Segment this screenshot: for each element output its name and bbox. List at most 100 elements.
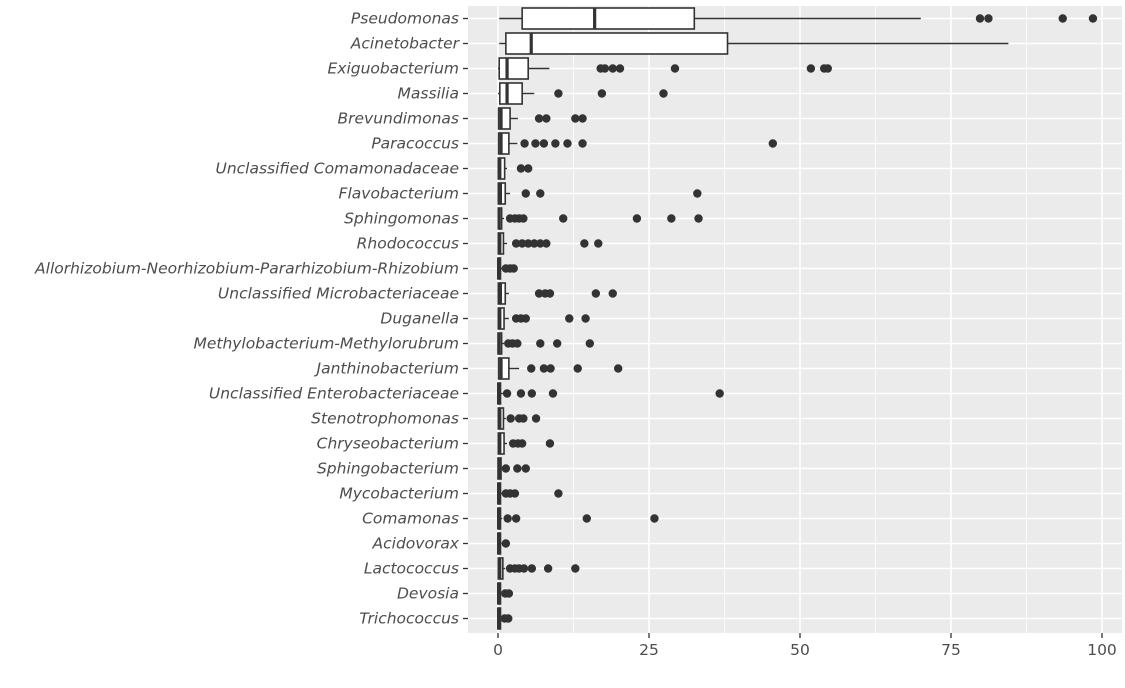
- y-tick-label: Flavobacterium: [339, 185, 459, 203]
- y-tick-label: Exiguobacterium: [328, 60, 460, 78]
- y-tick-label: Allorhizobium-Neorhizobium-Pararhizobium…: [34, 260, 459, 278]
- y-tick-label: Sphingomonas: [344, 210, 459, 228]
- outlier-point: [975, 14, 985, 23]
- box-acinetobacter: [499, 32, 1009, 55]
- outlier-point: [984, 14, 993, 23]
- outlier-point: [517, 239, 527, 248]
- outlier-point: [578, 114, 587, 123]
- outlier-point: [509, 264, 518, 273]
- box-stenotrophomonas: [497, 407, 541, 430]
- outlier-point: [516, 389, 526, 398]
- x-axis: 0 25 50 75 100: [493, 633, 1117, 659]
- y-tick-label: Rhodococcus: [357, 235, 459, 253]
- outlier-point: [530, 239, 539, 248]
- outlier-point: [573, 364, 582, 373]
- outlier-point: [527, 564, 537, 573]
- box-series: [497, 7, 1098, 630]
- y-tick-label: Comamonas: [362, 510, 459, 528]
- outlier-point: [591, 289, 601, 298]
- outlier-point: [527, 364, 536, 373]
- outlier-point: [594, 239, 603, 248]
- outlier-point: [536, 189, 545, 198]
- outlier-point: [768, 139, 778, 148]
- box-devosia: [497, 582, 514, 605]
- outlier-point: [546, 364, 555, 373]
- box-rhodococcus: [497, 232, 603, 255]
- outlier-point: [554, 89, 563, 98]
- y-tick-label: Devosia: [397, 585, 459, 603]
- outlier-point: [519, 564, 529, 573]
- box-acidovorax: [497, 532, 511, 555]
- outlier-point: [521, 314, 530, 323]
- box-iqr: [497, 132, 510, 155]
- outlier-point: [536, 239, 545, 248]
- box-unclassified-microbacteriaceae: [497, 282, 617, 305]
- outlier-point: [539, 364, 549, 373]
- outlier-point: [513, 464, 522, 473]
- y-tick-label: Acinetobacter: [350, 35, 461, 53]
- box-unclassified-comamonadaceae: [497, 157, 533, 180]
- outlier-point: [571, 114, 580, 123]
- outlier-point: [600, 64, 610, 73]
- x-tick-label: 0: [493, 641, 503, 659]
- box-iqr: [521, 7, 696, 30]
- box-iqr: [497, 357, 510, 380]
- box-chryseobacterium: [497, 432, 555, 455]
- outlier-point: [511, 514, 521, 523]
- outlier-point: [597, 89, 607, 98]
- box-allorhizobium-neorhizobium-pararhizobium-rhizobium: [497, 257, 518, 280]
- box-methylobacterium-methylorubrum: [497, 332, 595, 355]
- outlier-point: [554, 489, 563, 498]
- box-paracoccus: [497, 132, 778, 155]
- outlier-point: [506, 414, 515, 423]
- y-tick-label: Trichococcus: [359, 610, 459, 628]
- y-tick-label: Brevundimonas: [338, 110, 460, 128]
- outlier-point: [519, 214, 528, 223]
- y-tick-label: Chryseobacterium: [317, 435, 459, 453]
- outlier-point: [581, 314, 590, 323]
- outlier-point: [536, 339, 545, 348]
- y-tick-label: Unclassified Enterobacteriaceae: [209, 385, 459, 403]
- outlier-point: [519, 414, 528, 423]
- outlier-point: [510, 489, 520, 498]
- outlier-point: [585, 339, 595, 348]
- outlier-point: [545, 289, 555, 298]
- outlier-point: [543, 564, 553, 573]
- outlier-point: [806, 64, 816, 73]
- outlier-point: [552, 339, 562, 348]
- outlier-point: [615, 64, 625, 73]
- box-mycobacterium: [497, 482, 563, 505]
- outlier-point: [542, 239, 551, 248]
- y-tick-label: Pseudomonas: [351, 10, 459, 28]
- outlier-point: [715, 389, 724, 398]
- outlier-point: [517, 439, 527, 448]
- y-tick-label: Lactococcus: [364, 560, 459, 578]
- outlier-point: [694, 214, 703, 223]
- outlier-point: [563, 139, 572, 148]
- y-tick-label: Duganella: [380, 310, 459, 328]
- box-sphingomonas: [497, 207, 703, 230]
- outlier-point: [548, 389, 558, 398]
- outlier-point: [521, 464, 530, 473]
- outlier-point: [534, 289, 544, 298]
- box-flavobacterium: [497, 182, 702, 205]
- outlier-point: [578, 139, 587, 148]
- box-iqr: [497, 107, 511, 130]
- outlier-point: [670, 64, 680, 73]
- outlier-point: [823, 64, 832, 73]
- outlier-point: [511, 239, 521, 248]
- outlier-point: [501, 539, 511, 548]
- y-tick-label: Sphingobacterium: [317, 460, 459, 478]
- outlier-point: [667, 214, 676, 223]
- box-pseudomonas: [499, 7, 1098, 30]
- outlier-point: [659, 89, 668, 98]
- outlier-point: [650, 514, 659, 523]
- outlier-point: [559, 214, 568, 223]
- outlier-point: [571, 564, 580, 573]
- box-unclassified-enterobacteriaceae: [497, 382, 724, 405]
- box-trichococcus: [497, 607, 513, 630]
- outlier-point: [542, 114, 551, 123]
- outlier-point: [580, 239, 589, 248]
- outlier-point: [513, 339, 522, 348]
